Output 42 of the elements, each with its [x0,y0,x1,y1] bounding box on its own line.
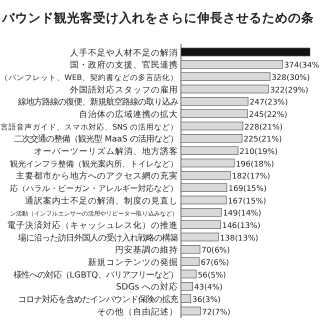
y-tick-label: 様性への対応（LGBTQ、バリアフリーなど） [14,269,178,280]
y-tick-label: 線地方路線の復便、新規航空路線の取り込み [17,96,178,107]
y-tick-label: 二次交通の整備（観光型 MaaS の活用など） [14,134,178,144]
bar [180,208,222,217]
y-tick-label: 国・政府の支援、官民連携 [70,60,178,71]
bar [180,257,200,266]
y-tick-label: コロナ対応を含めたインバウンド保険の拡充 [18,294,178,304]
bar [180,245,200,254]
bar [180,183,228,192]
bar [180,122,244,130]
y-tick-label: 新規コンテンツの発掘 [88,256,178,268]
y-tick-label: 応（ハラル・ビーガン・アレルギー対応など） [10,184,178,193]
bar [180,294,192,303]
y-tick-label: 円安基調の維持 [115,244,178,256]
bar [180,171,231,180]
y-tick-label: 人手不足や人材不足の解消 [70,47,178,58]
bar [180,220,221,229]
y-tick-label: オーバーツーリズム解消、地方誘客 [34,146,178,157]
bar [180,109,248,118]
bar [180,134,242,143]
bar [180,282,193,291]
y-tick-label: 主要都市から地方へのアクセス網の充実 [16,170,178,182]
bar [180,84,269,94]
y-tick-label: 観光インフラ整備（観光案内所、トイレなど） [10,159,178,168]
y-tick-label: 外国語対応スタッフの雇用 [70,84,178,96]
bar [180,146,238,155]
bar [180,232,219,242]
y-tick-label: 通訳案内士不足の解消、制度の見直し [25,195,178,206]
bar [180,97,248,106]
bar [180,158,235,168]
bar [180,48,310,56]
y-tick-label: 電子決済対応（キャッシュレス化）の推進 [7,220,178,231]
bar [180,196,227,204]
chart-title: バウンド観光客受け入れをさらに伸長させるための条 [1,10,314,25]
y-tick-label: 場に沿った訪日外国人の受け入れ戦略の構築 [17,232,178,242]
bar [180,72,270,81]
bar [180,60,283,69]
y-tick-label: その他（自由記述） [97,306,178,318]
y-tick-label: SDGs への対応 [116,282,178,293]
bar [180,306,201,316]
y-tick-label: 自治体の広域連携の拡大 [79,108,178,120]
bar [180,270,197,278]
